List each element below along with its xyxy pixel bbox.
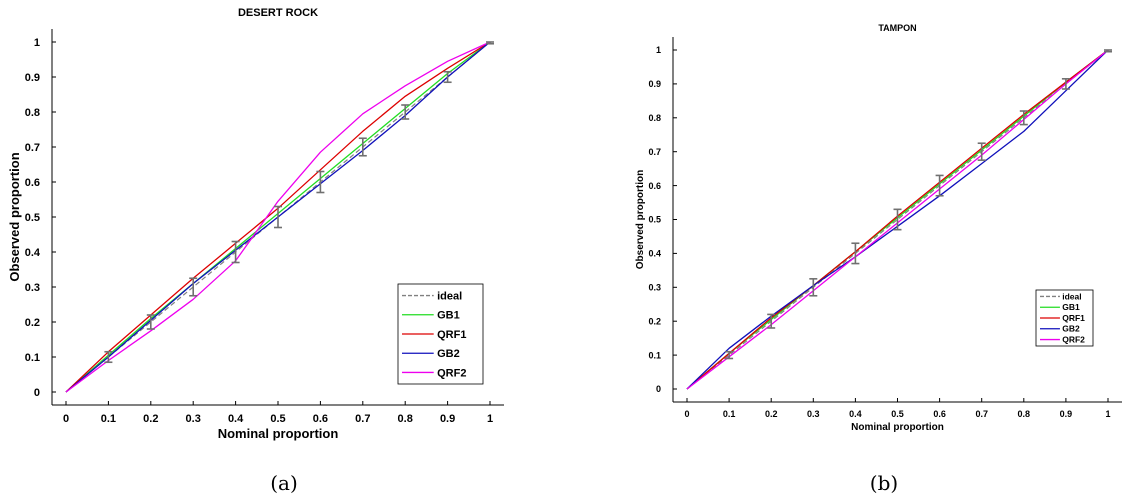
charta-y-tick-label: 0.1: [25, 352, 40, 364]
charta-x-tick-label: 0.5: [270, 413, 285, 425]
charta-legend-label-qrf2: QRF2: [437, 367, 466, 379]
chartb-x-tick-label: 0.5: [891, 409, 904, 419]
chartb-legend-label-ideal: ideal: [1062, 291, 1081, 301]
chartb-x-tick-label: 0.3: [807, 409, 820, 419]
charta-y-tick-label: 0.2: [25, 317, 40, 329]
chart-panel-b: 0 0.1 0.2 0.3 0.4 0.5 0.6 0.7 0.8 0.9 1 0 0.1 0.2 0.3 0…: [635, 23, 1122, 495]
charta-x-tick-label: 0.6: [313, 413, 328, 425]
chartb-y-tick-label: 0.5: [648, 215, 661, 225]
chartb-y-tick-label: 0.1: [648, 350, 661, 360]
charta-x-tick-label: 0.3: [186, 413, 201, 425]
charta-x-tick-label: 0.4: [228, 413, 244, 425]
chartb-x-tick-label: 0: [684, 409, 689, 419]
chartb-x-tick-label: 0.7: [975, 409, 988, 419]
charta-x-tick-label: 0.2: [143, 413, 158, 425]
chartb-legend-label-gb2: GB2: [1062, 324, 1080, 334]
chartb-y-tick-label: 1: [656, 45, 661, 55]
chart-panel-a: 0 0.1 0.2 0.3 0.4 0.5 0.6 0.7 0.8 0.9 1 0 0.1 0.2 0.3 0…: [7, 7, 504, 495]
chartb-y-tick-label: 0.9: [648, 79, 661, 89]
charta-y-axis-label: Observed proportion: [7, 152, 22, 281]
chartb-y-tick-label: 0.3: [648, 282, 661, 292]
charta-y-tick-label: 1: [34, 37, 40, 49]
charta-legend-label-qrf1: QRF1: [437, 329, 466, 341]
charta-x-tick-label: 0.8: [398, 413, 413, 425]
chartb-title: TAMPON: [878, 23, 916, 33]
charta-y-tick-label: 0: [34, 387, 40, 399]
charta-x-tick-label: 0.7: [355, 413, 370, 425]
chartb-x-tick-label: 0.9: [1060, 409, 1073, 419]
chartb-x-tick-label: 0.6: [933, 409, 946, 419]
charta-y-tick-label: 0.4: [25, 247, 41, 259]
chartb-y-tick-label: 0.4: [648, 249, 661, 259]
charta-legend-label-ideal: ideal: [437, 290, 462, 302]
chartb-y-tick-label: 0.2: [648, 316, 661, 326]
charta-x-tick-label: 0.1: [101, 413, 116, 425]
chartb-x-tick-label: 0.4: [849, 409, 862, 419]
chartb-legend-label-gb1: GB1: [1062, 302, 1080, 312]
chartb-x-axis-label: Nominal proportion: [851, 422, 944, 433]
charta-legend-label-gb2: GB2: [437, 348, 460, 360]
charta-y-tick-label: 0.5: [25, 212, 40, 224]
chartb-y-tick-label: 0.6: [648, 181, 661, 191]
charta-x-axis-label: Nominal proportion: [218, 426, 339, 441]
chartb-y-axis-label: Observed proportion: [635, 170, 646, 269]
charta-x-tick-label: 1: [487, 413, 493, 425]
chartb-x-tick-label: 0.2: [765, 409, 778, 419]
charta-title: DESERT ROCK: [238, 7, 318, 19]
chartb-y-tick-label: 0.7: [648, 147, 661, 157]
charta-x-tick-label: 0.9: [440, 413, 455, 425]
chartb-y-tick-label: 0: [656, 384, 661, 394]
chartb-legend-label-qrf2: QRF2: [1062, 335, 1085, 345]
chartb-y-tick-label: 0.8: [648, 113, 661, 123]
chartb-series-ideal: [686, 49, 1109, 390]
charta-caption: (a): [270, 471, 298, 495]
charta-y-tick-label: 0.6: [25, 177, 40, 189]
chartb-x-tick-label: 1: [1105, 409, 1110, 419]
chartb-x-tick-label: 0.1: [723, 409, 736, 419]
charta-legend-label-gb1: GB1: [437, 310, 460, 322]
charta-series-qrf2: [65, 41, 491, 393]
chartb-caption: (b): [870, 471, 898, 495]
chartb-legend-label-qrf1: QRF1: [1062, 313, 1085, 323]
charta-y-tick-label: 0.9: [25, 72, 40, 84]
charta-y-tick-label: 0.3: [25, 282, 40, 294]
chartb-x-tick-label: 0.8: [1018, 409, 1031, 419]
charta-x-tick-label: 0: [63, 413, 69, 425]
charta-y-tick-label: 0.8: [25, 107, 40, 119]
charta-y-tick-label: 0.7: [25, 142, 40, 154]
